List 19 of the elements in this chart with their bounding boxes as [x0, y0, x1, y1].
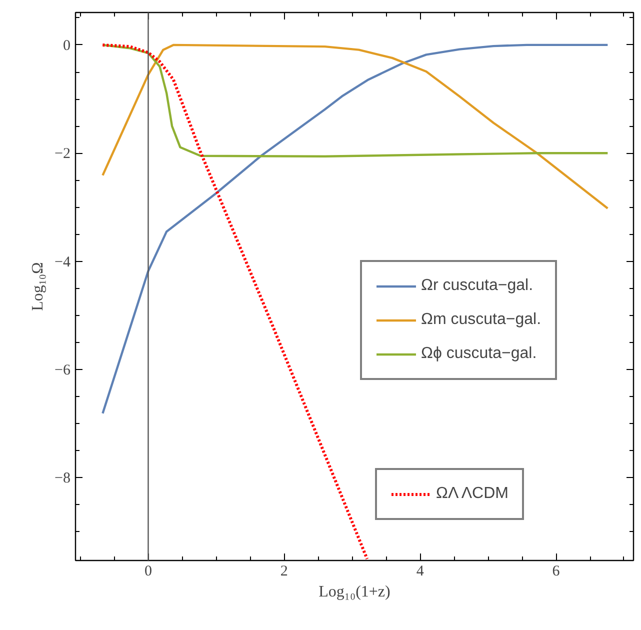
- y-axis-title: Log₁₀Ω: [30, 262, 47, 311]
- y-tick-label: −4: [54, 254, 71, 270]
- legend-label: Ωr cuscuta−gal.: [421, 277, 534, 295]
- legend-label: Ωϕ cuscuta−gal.: [421, 345, 537, 363]
- y-tick-label: −2: [54, 146, 71, 162]
- x-tick-label: 6: [552, 564, 560, 580]
- x-axis-title: Log₁₀(1+z): [318, 584, 390, 600]
- line-series: [102, 44, 609, 210]
- legend-label: ΩΛ ΛCDM: [436, 485, 508, 503]
- y-tick-label: −8: [54, 470, 71, 487]
- x-tick-label: 4: [416, 564, 424, 580]
- line-series: [102, 44, 609, 158]
- y-tick-label: 0: [63, 38, 70, 54]
- x-tick-label: 0: [144, 564, 152, 580]
- y-tick-label: −6: [54, 362, 71, 379]
- line-series: [101, 43, 369, 560]
- line-series: [102, 44, 609, 414]
- x-tick-label: 2: [280, 564, 288, 580]
- legend-label: Ωm cuscuta−gal.: [421, 311, 542, 329]
